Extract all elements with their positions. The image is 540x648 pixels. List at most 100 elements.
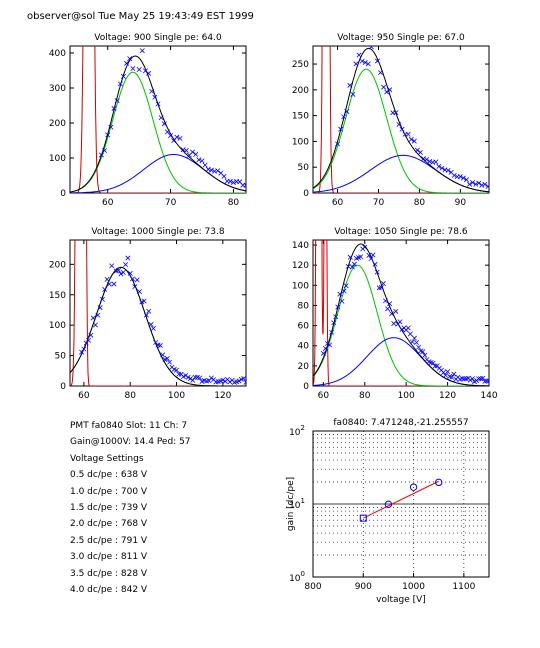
data-point	[102, 147, 108, 153]
data-point	[476, 376, 482, 382]
gain-point	[384, 500, 393, 509]
data-point	[459, 375, 465, 381]
histogram-panel-4: Voltage: 1050 Single pe: 78.6 60 80 100 120 1…	[292, 227, 498, 401]
data-point	[197, 375, 203, 381]
data-point	[132, 284, 138, 290]
x-tick-label: 100	[398, 391, 415, 401]
data-point	[136, 289, 142, 295]
y-tick-label: 20	[298, 362, 310, 372]
x-tick-label: 80	[359, 391, 371, 401]
y-tick-label: 200	[292, 86, 309, 96]
y-tick-label: 102	[289, 424, 305, 438]
x-tick-label: 60	[78, 391, 90, 401]
data-point	[484, 378, 489, 384]
x-tick-label: 60	[318, 391, 330, 401]
data-point	[470, 180, 476, 186]
data-point	[136, 67, 142, 73]
data-point	[486, 378, 489, 384]
data-point	[142, 68, 148, 74]
y-tick-label: 60	[298, 322, 310, 332]
data-point	[457, 174, 463, 180]
data-point	[185, 374, 191, 380]
data-point	[183, 148, 189, 153]
data-point	[451, 172, 457, 178]
data-point	[399, 126, 405, 132]
plot-frame	[69, 45, 247, 194]
data-point	[109, 263, 115, 269]
info-line: 0.5 dc/pe : 638 V	[70, 470, 148, 481]
data-point	[349, 264, 355, 270]
x-tick-label: 70	[165, 198, 177, 208]
data-point	[432, 363, 438, 369]
data-point	[343, 283, 349, 289]
data-point	[329, 329, 335, 335]
data-point	[215, 168, 221, 174]
data-point	[241, 376, 246, 382]
data-point	[97, 305, 103, 311]
y-tick-label: 200	[49, 260, 66, 270]
data-point	[143, 312, 149, 318]
y-tick-label: 50	[298, 163, 310, 173]
data-point	[366, 252, 372, 258]
data-point	[464, 177, 469, 183]
data-point	[327, 342, 333, 348]
y-tick-label: 100	[289, 570, 305, 584]
data-point	[160, 352, 166, 358]
y-tick-label: 200	[49, 119, 66, 129]
data-point	[139, 48, 145, 54]
x-tick-label: 1100	[452, 582, 475, 592]
data-point	[350, 91, 356, 97]
gain-point	[409, 483, 418, 491]
data-point	[81, 346, 87, 352]
data-point	[480, 375, 486, 381]
data-point	[190, 377, 196, 383]
y-tick-label: 100	[49, 321, 66, 331]
data-point	[104, 276, 110, 282]
data-point	[445, 167, 451, 173]
info-line: 4.0 dc/pe : 842 V	[70, 585, 148, 595]
data-point	[155, 101, 161, 107]
fit-line	[363, 480, 439, 519]
data-point	[476, 180, 482, 186]
data-point	[335, 304, 341, 310]
data-point	[368, 256, 374, 262]
x-tick-label: 60	[102, 198, 114, 208]
data-point	[320, 350, 326, 356]
info-line: Gain@1000V: 14.4 Ped: 57	[70, 437, 191, 448]
data-point	[440, 369, 446, 375]
histogram-panel-3: Voltage: 1000 Single pe: 73.8 60 80 100 120 0…	[49, 227, 247, 401]
data-point	[347, 254, 353, 260]
plot-area	[313, 46, 489, 193]
data-point	[399, 326, 405, 332]
data-point	[220, 377, 226, 383]
data-point	[473, 181, 479, 187]
y-tick-label: 400	[49, 49, 66, 59]
data-point	[227, 178, 233, 184]
y-tick-label: 50	[55, 352, 67, 362]
data-point	[146, 308, 152, 314]
data-point	[90, 315, 96, 321]
y-tick-label: 100	[292, 281, 309, 291]
y-tick-label: 0	[303, 382, 309, 392]
data-point	[482, 181, 488, 187]
info-line: 3.5 dc/pe : 828 V	[70, 568, 148, 579]
data-point	[127, 56, 133, 62]
data-point	[344, 109, 350, 114]
data-point	[393, 110, 399, 116]
data-point	[385, 306, 391, 312]
data-point	[387, 87, 393, 93]
total-fit-curve	[70, 266, 246, 386]
x-tick-label: 120	[439, 391, 456, 401]
data-point	[479, 182, 485, 188]
data-point	[161, 121, 167, 127]
info-line: 3.0 dc/pe : 811 V	[70, 552, 148, 563]
data-point	[337, 291, 343, 297]
data-point	[148, 322, 154, 327]
plot-area	[70, 46, 246, 193]
signal-gaussian	[313, 68, 489, 193]
data-point	[368, 46, 374, 50]
data-point	[417, 149, 423, 155]
data-point	[331, 320, 337, 326]
